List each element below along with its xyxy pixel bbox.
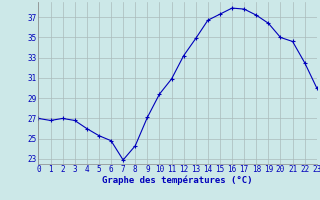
X-axis label: Graphe des températures (°C): Graphe des températures (°C)	[102, 176, 253, 185]
